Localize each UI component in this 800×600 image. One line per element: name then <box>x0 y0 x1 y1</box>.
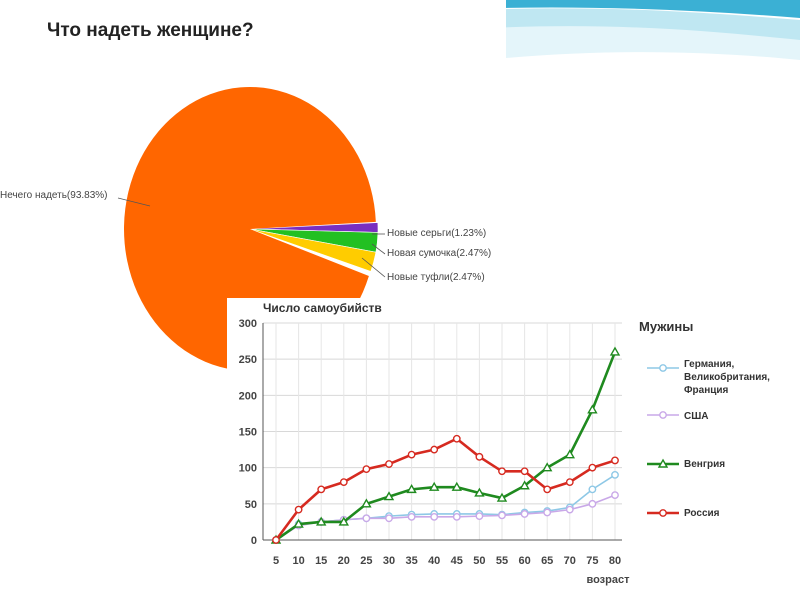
data-point-russia-9 <box>475 452 484 461</box>
x-tick-label-0: 5 <box>273 555 279 567</box>
data-point-hungary-12 <box>541 462 553 472</box>
data-point-hungary-14 <box>587 404 598 414</box>
data-point-usa-7 <box>430 512 439 521</box>
data-point-germany-uk-france-14 <box>588 485 597 494</box>
data-point-hungary-7 <box>428 481 440 491</box>
x-tick-label-7: 40 <box>428 555 440 567</box>
series-usa <box>272 491 619 544</box>
y-tick-label-3: 150 <box>239 427 257 439</box>
series-line-hungary <box>275 351 617 542</box>
x-tick-label-11: 60 <box>518 555 530 567</box>
data-point-russia-15 <box>611 456 619 465</box>
x-tick-label-13: 70 <box>564 555 576 567</box>
data-point-hungary-3 <box>338 516 350 526</box>
legend-swatch-marker-russia <box>659 509 667 517</box>
y-tick-label-6: 300 <box>239 318 257 330</box>
y-tick-label-5: 250 <box>239 354 257 366</box>
data-point-usa-10 <box>498 511 506 520</box>
series-line-usa <box>275 494 616 541</box>
legend-swatch-marker-germany-uk-france <box>659 364 667 372</box>
line-chart-panel: 0 50 100 150 200 250 300 5 10 15 20 25 30 35 40 45 50 55 6… <box>227 298 800 600</box>
data-point-usa-12 <box>543 508 552 517</box>
data-point-usa-4 <box>362 514 371 523</box>
pie-slice-label-3: Новые туфли(2.47%) <box>387 271 485 283</box>
data-point-hungary-11 <box>519 480 530 490</box>
data-point-usa-15 <box>611 491 619 500</box>
pie-label-leader-2 <box>371 243 386 255</box>
data-point-russia-10 <box>498 467 506 476</box>
x-tick-label-6: 35 <box>405 555 417 567</box>
data-point-hungary-5 <box>383 491 395 501</box>
legend-label-germany-uk-france: Германия, Великобритания, Франция <box>684 359 770 396</box>
data-point-usa-9 <box>475 512 484 521</box>
x-tick-label-10: 55 <box>496 555 508 567</box>
data-point-russia-2 <box>317 485 326 494</box>
line-chart: 0 50 100 150 200 250 300 5 10 15 20 25 30 35 40 45 50 55 6… <box>239 318 679 586</box>
pie-chart-title: Что надеть женщине? <box>47 20 254 41</box>
pie-slice-label-0: Нечего надеть(93.83%) <box>0 190 108 201</box>
legend-label-hungary: Венгрия <box>684 459 726 470</box>
data-point-usa-6 <box>407 512 416 521</box>
data-point-russia-4 <box>362 465 371 474</box>
x-tick-label-15: 80 <box>609 555 621 567</box>
data-point-usa-14 <box>588 499 597 508</box>
data-point-hungary-6 <box>406 483 417 494</box>
data-point-russia-6 <box>407 450 416 459</box>
legend-swatch-marker-hungary <box>657 458 669 468</box>
pie-slice-3 <box>249 228 377 272</box>
pie-label-leader-3 <box>361 257 386 278</box>
x-tick-label-4: 25 <box>360 555 372 567</box>
series-line-russia <box>274 437 616 541</box>
legend-title: Мужины <box>639 319 694 334</box>
data-point-russia-12 <box>543 485 552 494</box>
legend-swatch-marker-usa <box>659 411 667 419</box>
x-tick-label-5: 30 <box>383 555 395 567</box>
pie-slice-label-1: Новые серьги(1.23%) <box>387 228 486 239</box>
x-tick-label-12: 65 <box>541 555 553 567</box>
data-point-russia-13 <box>565 478 574 487</box>
data-point-hungary-13 <box>564 449 576 459</box>
series-hungary <box>270 346 621 544</box>
y-tick-label-1: 50 <box>245 499 257 511</box>
data-point-russia-7 <box>430 445 439 454</box>
data-point-hungary-15 <box>609 346 621 356</box>
x-tick-label-8: 45 <box>451 555 463 567</box>
y-tick-label-2: 100 <box>239 463 257 475</box>
data-point-hungary-4 <box>361 498 372 508</box>
data-point-russia-14 <box>588 463 597 472</box>
data-point-russia-8 <box>452 434 461 443</box>
x-tick-label-9: 50 <box>473 555 485 567</box>
x-tick-label-3: 20 <box>338 555 350 567</box>
data-point-usa-13 <box>565 505 574 514</box>
data-point-russia-0 <box>272 536 280 544</box>
data-point-germany-uk-france-15 <box>611 470 619 479</box>
data-point-usa-11 <box>520 510 529 518</box>
line-chart-title: Число самоубийств <box>263 301 382 315</box>
data-point-hungary-8 <box>451 481 463 491</box>
pie-label-leader-0 <box>117 197 151 207</box>
y-tick-label-4: 200 <box>239 390 257 402</box>
pie-slice-label-2: Новая сумочка(2.47%) <box>387 248 491 259</box>
x-tick-label-14: 75 <box>586 555 598 567</box>
data-point-usa-5 <box>385 514 393 523</box>
x-axis-label: возраст <box>586 574 630 586</box>
data-point-russia-3 <box>339 478 348 487</box>
x-tick-label-1: 10 <box>292 555 304 567</box>
data-point-russia-11 <box>520 467 529 476</box>
data-point-hungary-2 <box>315 516 327 526</box>
legend-label-russia: Россия <box>684 508 720 519</box>
y-tick-label-0: 0 <box>251 535 257 547</box>
series-russia <box>272 434 619 544</box>
data-point-usa-8 <box>452 512 461 521</box>
data-point-russia-5 <box>385 460 393 468</box>
data-point-hungary-10 <box>496 492 508 502</box>
data-point-russia-1 <box>294 505 303 514</box>
legend-label-usa: США <box>684 411 709 422</box>
data-point-hungary-9 <box>474 487 485 497</box>
data-point-hungary-1 <box>293 518 304 528</box>
x-tick-label-2: 15 <box>315 555 327 567</box>
